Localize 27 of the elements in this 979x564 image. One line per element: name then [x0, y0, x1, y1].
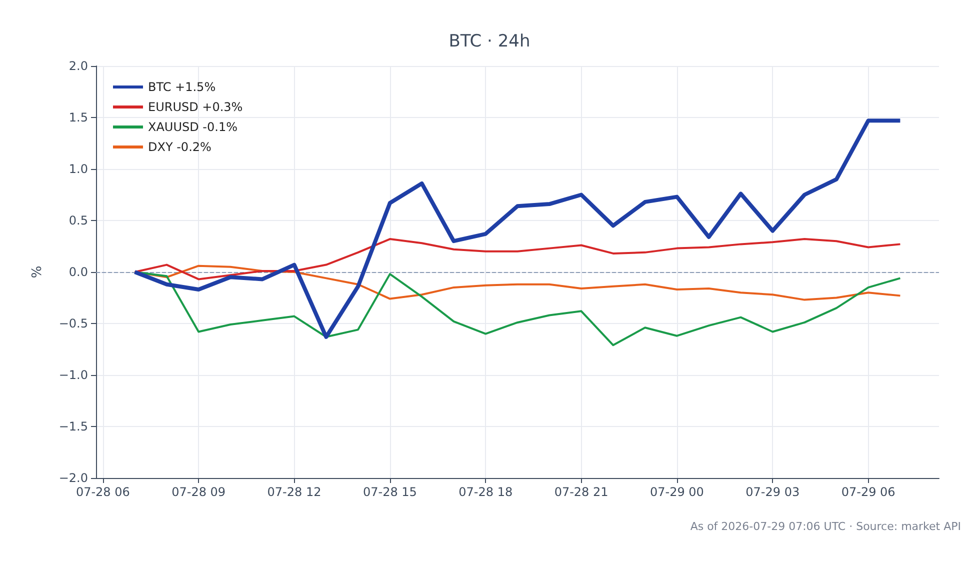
line-series	[132, 118, 902, 339]
y-tick-label: −1.0	[58, 368, 88, 382]
x-tick-label: 07-28 21	[554, 485, 608, 499]
y-tick-label: 2.0	[68, 59, 88, 73]
x-tick-label: 07-29 03	[746, 485, 800, 499]
text: As of 2026-07-29 07:06 UTC · Source: market API	[690, 520, 961, 533]
y-tick-label: −2.0	[58, 471, 88, 485]
x-tick-label: 07-28 09	[172, 485, 226, 499]
x-tick-label: 07-28 15	[362, 485, 417, 499]
legend-label: XAUUSD -0.1%	[148, 120, 238, 134]
line-series	[134, 238, 902, 280]
x-tick-label: 07-28 06	[76, 485, 130, 499]
y-tick-label: 0.0	[68, 265, 88, 279]
y-tick-label: −1.5	[58, 420, 88, 434]
y-tick-label: 1.5	[68, 110, 88, 124]
x-tick-label: 07-28 18	[458, 485, 513, 499]
y-tick-label: 0.5	[68, 214, 88, 228]
y-tick-label: −0.5	[58, 316, 88, 330]
y-tick-label: 1.0	[68, 162, 88, 176]
legend-label: BTC +1.5%	[148, 80, 216, 94]
x-tick-label: 07-29 00	[650, 485, 704, 499]
chart-title: BTC · 24h	[448, 32, 530, 52]
legend-label: DXY -0.2%	[148, 140, 212, 154]
legend-label: EURUSD +0.3%	[148, 100, 243, 114]
y-axis-title: %	[30, 266, 45, 278]
x-tick-label: 07-29 06	[841, 485, 896, 499]
x-tick-label: 07-28 12	[267, 485, 322, 499]
